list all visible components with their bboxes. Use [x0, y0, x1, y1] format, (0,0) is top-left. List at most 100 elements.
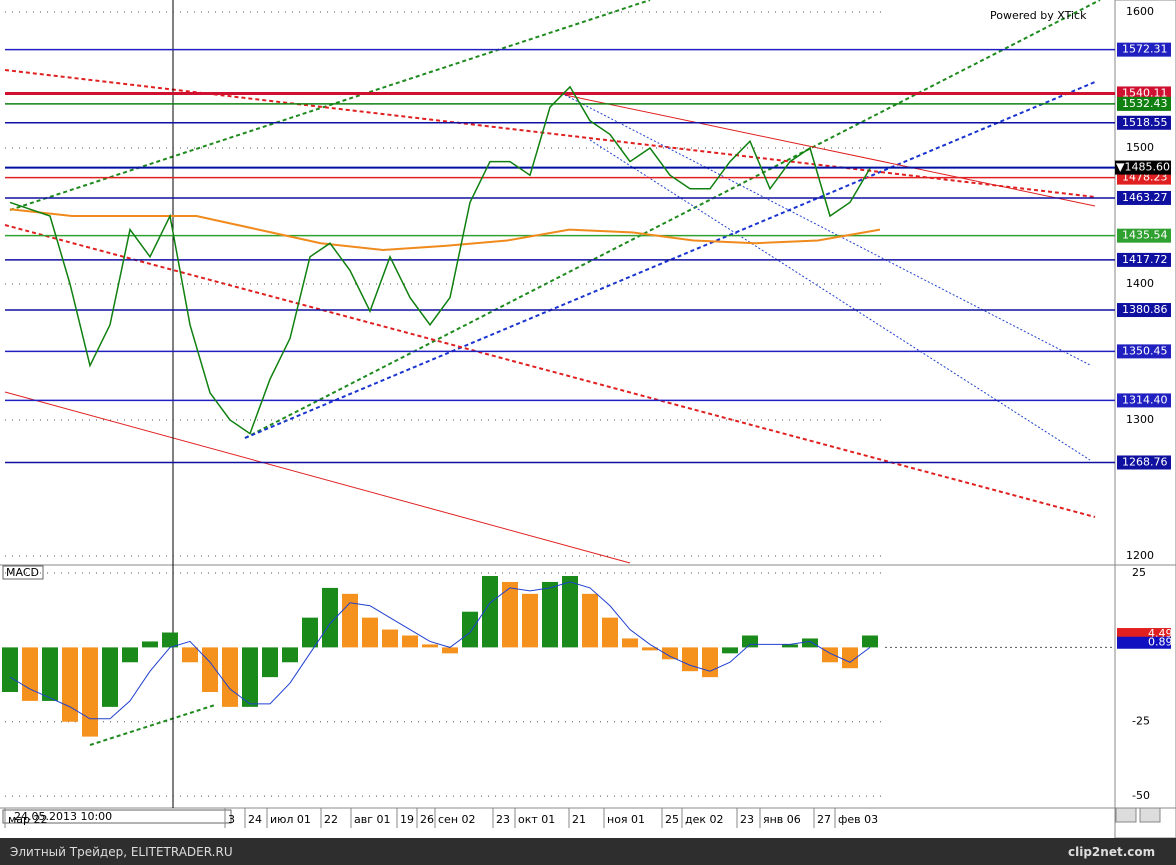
- macd-bar: [342, 593, 358, 648]
- last-price-label: ▼1485.60: [1116, 161, 1170, 174]
- channel-line: [4, 391, 631, 564]
- macd-bar: [42, 647, 58, 701]
- macd-bar: [382, 629, 398, 648]
- y-tick-label: 1500: [1126, 141, 1154, 154]
- macd-bar: [502, 581, 518, 648]
- toolbar-button[interactable]: [1115, 807, 1137, 823]
- thin-channels: [4, 94, 1096, 564]
- x-tick-label: ноя 01: [607, 813, 645, 826]
- x-tick-label: 24: [248, 813, 262, 826]
- price-line: [9, 85, 871, 435]
- macd-bar: [2, 647, 18, 693]
- macd-bar: [522, 593, 538, 648]
- last-price-badge: [1115, 160, 1171, 175]
- macd-bar: [562, 576, 578, 648]
- level-label: 1532.43: [1122, 97, 1168, 110]
- x-tick-label: 21: [572, 813, 586, 826]
- macd-bar: [242, 647, 258, 707]
- footer-site: Элитный Трейдер, ELITETRADER.RU: [10, 845, 233, 859]
- macd-bar: [802, 638, 818, 648]
- level-label: 1572.31: [1122, 43, 1168, 56]
- chart-window: Powered by XTick MACD 24.05.2013 10:00 1…: [0, 0, 1176, 838]
- macd-bar: [642, 647, 658, 651]
- y-tick-label: 1300: [1126, 413, 1154, 426]
- macd-bar: [482, 576, 498, 648]
- level-label: 1314.40: [1122, 393, 1168, 406]
- level-badge: [1117, 393, 1171, 408]
- macd-bar: [82, 647, 98, 737]
- macd-bar: [162, 632, 178, 648]
- macd-value-label: 0.89: [1148, 636, 1173, 649]
- y-tick-label: 1400: [1126, 277, 1154, 290]
- x-tick-label: окт 01: [518, 813, 555, 826]
- x-tick-label: фев 03: [838, 813, 878, 826]
- macd-bar: [282, 647, 298, 663]
- macd-bar: [262, 647, 278, 678]
- toolbar-button[interactable]: [1139, 807, 1161, 823]
- x-tick-label: 23: [740, 813, 754, 826]
- macd-bar: [622, 638, 638, 648]
- level-badge: [1117, 228, 1171, 243]
- level-badge: [1117, 96, 1171, 111]
- level-label: 1435.54: [1122, 229, 1168, 242]
- macd-tick-label: -25: [1132, 715, 1150, 728]
- macd-bar: [742, 635, 758, 648]
- x-tick-label: 25: [665, 813, 679, 826]
- macd-bar: [462, 611, 478, 648]
- macd-title-box: [2, 565, 44, 580]
- trend-line: [4, 69, 1096, 198]
- macd-bar: [182, 647, 198, 663]
- macd-tick-label: 25: [1132, 566, 1146, 579]
- macd-bar: [62, 647, 78, 722]
- macd-bar: [782, 644, 798, 648]
- x-tick-label: сен 02: [438, 813, 476, 826]
- macd-bar: [862, 635, 878, 648]
- level-badge: [1117, 252, 1171, 267]
- level-label: 1540.11: [1122, 86, 1168, 99]
- macd-bar: [682, 647, 698, 672]
- macd-bar: [842, 647, 858, 669]
- signal-line: [9, 581, 871, 720]
- footer: Элитный Трейдер, ELITETRADER.RU clip2net…: [0, 838, 1176, 865]
- background: [0, 0, 1176, 838]
- level-badge: [1117, 303, 1171, 318]
- x-tick-label: 22: [324, 813, 338, 826]
- macd-bar: [302, 617, 318, 648]
- macd-bar: [122, 647, 138, 663]
- macd-bar: [442, 647, 458, 654]
- macd-bar: [22, 647, 38, 701]
- macd-tick-label: -50: [1132, 789, 1150, 802]
- cursor-time: 24.05.2013 10:00: [14, 810, 112, 823]
- macd-bar: [142, 641, 158, 648]
- powered-label: Powered by XTick: [990, 9, 1087, 22]
- level-badge: [1117, 455, 1171, 470]
- channel-line: [564, 94, 1096, 207]
- x-tick-label: дек 02: [685, 813, 724, 826]
- macd-bar: [402, 635, 418, 648]
- macd-bar: [222, 647, 238, 707]
- x-tick-label: июл 01: [270, 813, 311, 826]
- macd-bar: [322, 587, 338, 648]
- level-badge: [1117, 190, 1171, 205]
- macd-bar: [542, 581, 558, 648]
- channel-line: [589, 139, 1091, 461]
- trend-line: [4, 224, 1096, 518]
- macd-value-badge: [1117, 636, 1171, 649]
- macd-bar: [722, 647, 738, 654]
- footer-brand: clip2net.com: [1068, 845, 1156, 859]
- macd-bar: [362, 617, 378, 648]
- level-label: 1268.76: [1122, 455, 1168, 468]
- x-tick-label: янв 06: [763, 813, 801, 826]
- x-tick-label: 23: [496, 813, 510, 826]
- x-tick-label: 26: [420, 813, 434, 826]
- y-tick-label: 1200: [1126, 549, 1154, 562]
- macd-bar: [602, 617, 618, 648]
- x-tick-label: авг 01: [354, 813, 391, 826]
- y-tick-label: 1600: [1126, 5, 1154, 18]
- level-label: 1417.72: [1122, 253, 1168, 266]
- moving-average: [9, 208, 881, 252]
- level-label: 1518.55: [1122, 116, 1168, 129]
- trend-line: [244, 0, 1101, 439]
- level-badge: [1117, 42, 1171, 57]
